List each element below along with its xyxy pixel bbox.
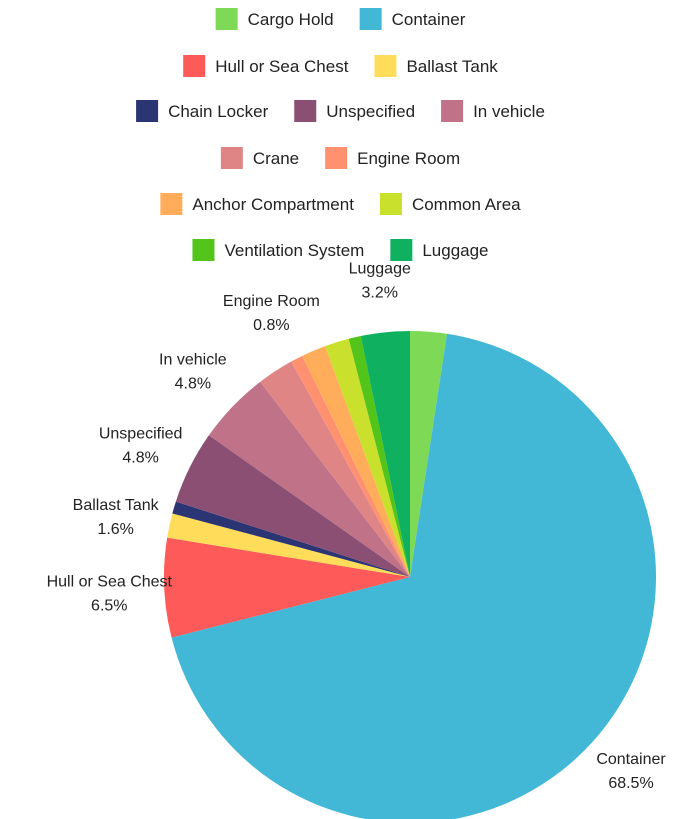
pie-slice-unspecified[interactable]: [175, 435, 410, 577]
legend-label: In vehicle: [473, 102, 545, 121]
slice-label-value: 4.8%: [175, 376, 211, 393]
legend-label: Chain Locker: [168, 102, 269, 121]
slice-label-name: Luggage: [349, 261, 411, 278]
pie-slice-cargo-hold[interactable]: [410, 331, 448, 577]
legend-item-ballast-tank[interactable]: Ballast Tank: [374, 55, 498, 77]
pie-slice-luggage[interactable]: [360, 331, 410, 577]
pie-slice-in-vehicle[interactable]: [208, 381, 410, 577]
slice-label-luggage: Luggage 3.2%: [349, 261, 411, 302]
legend-item-anchor-compartment[interactable]: Anchor Compartment: [160, 193, 354, 215]
legend-label: Luggage: [422, 241, 488, 260]
legend-item-in-vehicle[interactable]: In vehicle: [441, 100, 545, 122]
legend-label: Common Area: [412, 195, 521, 214]
legend-item-chain-locker[interactable]: Chain Locker: [136, 100, 269, 122]
pie-slice-crane[interactable]: [260, 361, 410, 577]
slice-label-in-vehicle: In vehicle 4.8%: [159, 352, 227, 393]
slice-label-engine-room: Engine Room 0.8%: [223, 293, 320, 334]
legend-label: Ventilation System: [224, 241, 364, 260]
pie-slice-hull-or-sea-chest[interactable]: [163, 537, 410, 638]
pie-slices: [163, 331, 657, 819]
legend-swatch: [441, 100, 464, 122]
slice-label-hull-or-sea-chest: Hull or Sea Chest 6.5%: [47, 573, 173, 614]
legend-label: Container: [392, 10, 466, 29]
legend-item-hull-or-sea-chest[interactable]: Hull or Sea Chest: [183, 55, 349, 77]
legend-swatch: [379, 193, 402, 215]
slice-label-unspecified: Unspecified 4.8%: [99, 426, 183, 467]
pie-slice-ballast-tank[interactable]: [167, 513, 410, 577]
legend-swatch: [160, 193, 183, 215]
slice-label-name: Hull or Sea Chest: [47, 573, 173, 590]
legend-swatch: [374, 55, 397, 77]
slice-label-name: Unspecified: [99, 426, 183, 443]
legend-label: Unspecified: [326, 102, 415, 121]
slice-label-ballast-tank: Ballast Tank 1.6%: [73, 497, 160, 538]
legend-swatch: [183, 55, 206, 77]
slice-label-name: In vehicle: [159, 352, 227, 369]
legend-label: Hull or Sea Chest: [215, 57, 349, 76]
slice-label-value: 4.8%: [122, 450, 158, 467]
legend-swatch: [390, 239, 413, 261]
legend-label: Crane: [253, 149, 299, 168]
slice-label-value: 1.6%: [97, 521, 133, 538]
pie-slice-ventilation-system[interactable]: [348, 335, 410, 577]
slice-label-value: 3.2%: [361, 285, 397, 302]
legend-item-container[interactable]: Container: [359, 8, 466, 30]
slice-label-value: 68.5%: [608, 775, 653, 792]
legend-swatch: [136, 100, 159, 122]
legend-swatch: [215, 8, 238, 30]
legend-item-ventilation-system[interactable]: Ventilation System: [192, 239, 364, 261]
slice-label-value: 6.5%: [91, 597, 127, 614]
slice-label-container: Container 68.5%: [596, 751, 666, 792]
legend-label: Ballast Tank: [406, 57, 498, 76]
legend-item-luggage[interactable]: Luggage: [390, 239, 489, 261]
pie-slice-engine-room[interactable]: [291, 355, 410, 577]
legend-swatch: [325, 147, 348, 169]
legend-item-common-area[interactable]: Common Area: [379, 193, 521, 215]
slice-label-name: Container: [596, 751, 666, 768]
legend: Cargo Hold Container Hull or Sea Chest Ball…: [136, 8, 545, 261]
legend-swatch: [220, 147, 243, 169]
pie-slice-container[interactable]: [171, 333, 657, 819]
legend-swatch: [294, 100, 317, 122]
pie-slice-chain-locker[interactable]: [172, 501, 410, 577]
legend-item-engine-room[interactable]: Engine Room: [325, 147, 460, 169]
slice-label-name: Ballast Tank: [73, 497, 160, 514]
legend-swatch: [359, 8, 382, 30]
slice-label-name: Engine Room: [223, 293, 320, 310]
legend-swatch: [192, 239, 215, 261]
legend-item-unspecified[interactable]: Unspecified: [294, 100, 415, 122]
slice-label-value: 0.8%: [253, 317, 289, 334]
legend-label: Cargo Hold: [248, 10, 334, 29]
slice-labels: Container 68.5% Hull or Sea Chest 6.5% Balla…: [47, 261, 667, 792]
pie-slice-common-area[interactable]: [325, 338, 410, 577]
legend-label: Engine Room: [357, 149, 460, 168]
legend-item-cargo-hold[interactable]: Cargo Hold: [215, 8, 334, 30]
legend-label: Anchor Compartment: [192, 195, 354, 214]
legend-item-crane[interactable]: Crane: [220, 147, 299, 169]
pie-slice-anchor-compartment[interactable]: [302, 346, 410, 577]
